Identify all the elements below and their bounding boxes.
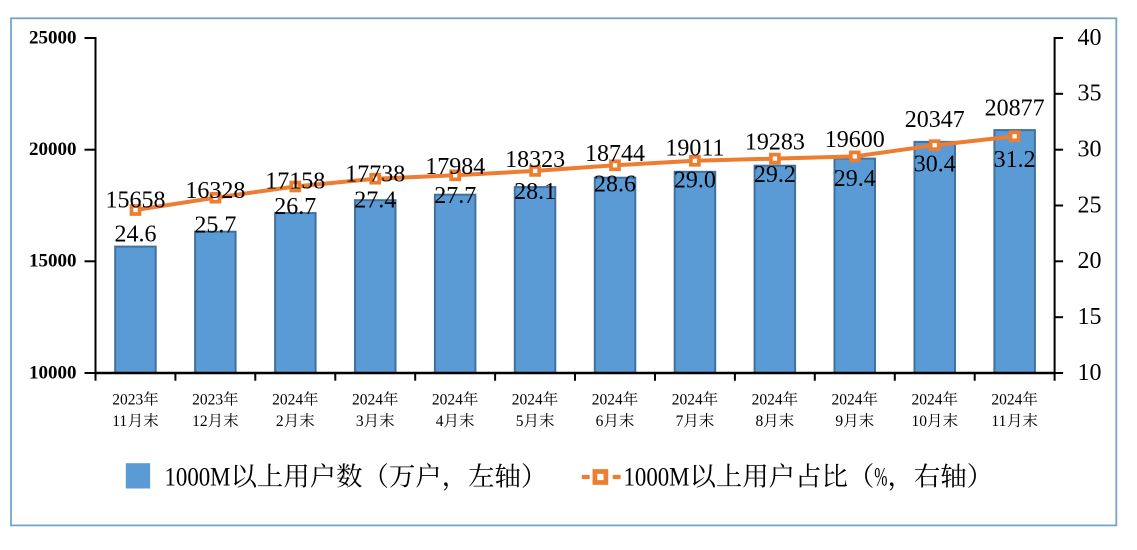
svg-text:2024: 2024	[912, 392, 943, 409]
svg-text:20: 20	[1078, 248, 1102, 274]
svg-text:40: 40	[1078, 25, 1102, 51]
svg-text:2023: 2023	[192, 392, 223, 409]
svg-text:29.0: 29.0	[674, 167, 716, 193]
svg-text:30.4: 30.4	[914, 152, 956, 178]
svg-text:17738: 17738	[345, 161, 405, 187]
svg-text:2024: 2024	[991, 392, 1022, 409]
svg-text:19283: 19283	[745, 129, 805, 155]
svg-text:2024: 2024	[432, 392, 463, 409]
svg-text:1000M: 1000M	[624, 462, 690, 492]
svg-text:30: 30	[1078, 137, 1102, 163]
svg-text:2024: 2024	[752, 392, 783, 409]
svg-text:2: 2	[276, 413, 284, 430]
svg-text:27.4: 27.4	[354, 188, 396, 214]
svg-text:2024: 2024	[512, 392, 543, 409]
svg-text:28.1: 28.1	[514, 179, 556, 205]
svg-text:9: 9	[835, 413, 843, 430]
svg-text:8: 8	[756, 413, 764, 430]
svg-text:25: 25	[1078, 192, 1102, 218]
svg-text:35: 35	[1078, 81, 1102, 107]
svg-text:2024: 2024	[832, 392, 863, 409]
svg-text:20347: 20347	[905, 107, 965, 133]
svg-text:29.2: 29.2	[754, 162, 796, 188]
svg-text:19600: 19600	[825, 127, 885, 153]
svg-text:31.2: 31.2	[994, 147, 1036, 173]
svg-text:17984: 17984	[425, 154, 485, 180]
svg-text:15658: 15658	[106, 187, 166, 213]
svg-text:28.6: 28.6	[594, 172, 636, 198]
svg-text:20000: 20000	[29, 139, 77, 160]
svg-text:16328: 16328	[185, 178, 245, 204]
svg-text:2023: 2023	[112, 392, 143, 409]
svg-text:24.6: 24.6	[115, 221, 157, 247]
svg-text:6: 6	[596, 413, 604, 430]
svg-text:20877: 20877	[985, 96, 1045, 122]
svg-text:17158: 17158	[265, 168, 325, 194]
svg-text:27.7: 27.7	[434, 183, 476, 209]
svg-text:10: 10	[1078, 360, 1102, 386]
svg-text:2024: 2024	[272, 392, 303, 409]
svg-text:10000: 10000	[29, 362, 77, 383]
svg-text:7: 7	[676, 413, 684, 430]
svg-text:25.7: 25.7	[194, 213, 236, 239]
svg-text:25000: 25000	[29, 27, 77, 48]
svg-text:10: 10	[912, 413, 928, 430]
svg-text:3: 3	[356, 413, 364, 430]
svg-text:15000: 15000	[29, 251, 77, 272]
svg-text:2024: 2024	[672, 392, 703, 409]
svg-text:11: 11	[112, 413, 127, 430]
svg-text:1000M: 1000M	[165, 462, 231, 492]
svg-text:12: 12	[192, 413, 208, 430]
svg-text:2024: 2024	[352, 392, 383, 409]
svg-text:18744: 18744	[585, 141, 645, 167]
svg-text:18323: 18323	[505, 147, 565, 173]
svg-text:15: 15	[1078, 304, 1102, 330]
svg-text:29.4: 29.4	[834, 166, 876, 192]
svg-text:19011: 19011	[665, 135, 724, 161]
svg-text:%: %	[874, 462, 887, 492]
svg-text:26.7: 26.7	[274, 194, 316, 220]
svg-text:5: 5	[516, 413, 524, 430]
svg-text:11: 11	[991, 413, 1006, 430]
svg-text:2024: 2024	[592, 392, 623, 409]
svg-text:4: 4	[436, 413, 444, 430]
